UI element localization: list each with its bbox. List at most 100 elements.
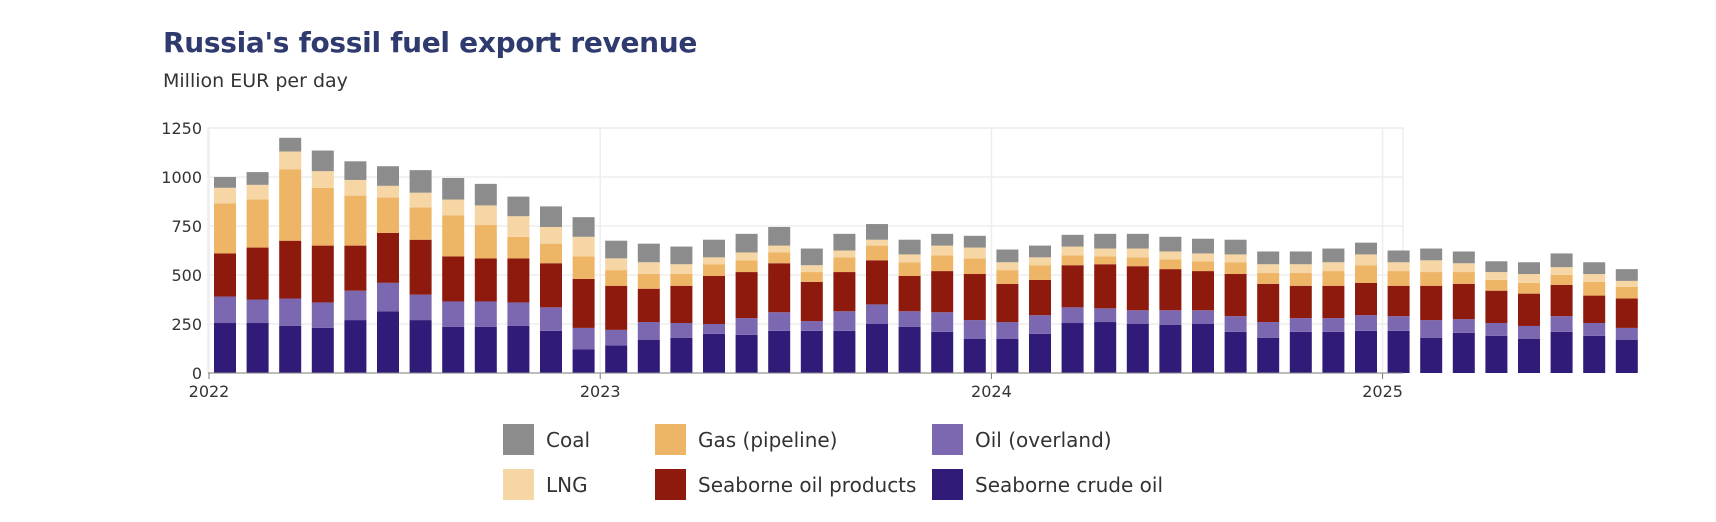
bar-segment-coal <box>377 166 399 186</box>
bar-segment-seaborne-crude-oil <box>1615 339 1638 373</box>
bar-segment-gas-pipeline- <box>1615 286 1638 299</box>
legend-label-gas-pipeline: Gas (pipeline) <box>698 427 838 452</box>
bar-segment-seaborne-oil-products <box>833 272 856 312</box>
bar-segment-oil-overland- <box>1485 323 1508 336</box>
bar-segment-oil-overland- <box>1094 308 1117 323</box>
bar-segment-coal <box>1094 233 1117 249</box>
bar-segment-oil-overland- <box>1224 316 1247 332</box>
bar-segment-seaborne-crude-oil <box>540 330 562 373</box>
bar-segment-coal <box>474 183 497 206</box>
bar-segment-gas-pipeline- <box>1289 273 1312 286</box>
bar-segment-coal <box>833 233 856 251</box>
bar-segment-seaborne-crude-oil <box>605 345 628 373</box>
bar-segment-seaborne-crude-oil <box>800 330 823 373</box>
bar-segment-seaborne-oil-products <box>474 258 497 302</box>
bar-segment-seaborne-crude-oil <box>344 320 367 373</box>
bar-segment-coal <box>1485 261 1508 273</box>
bar-segment-coal <box>1387 250 1410 263</box>
bar-segment-seaborne-oil-products <box>1518 293 1540 326</box>
bar-segment-gas-pipeline- <box>1322 271 1345 286</box>
bar-segment-seaborne-oil-products <box>1583 295 1606 324</box>
bar-segment-seaborne-oil-products <box>670 285 693 324</box>
legend-label-coal: Coal <box>546 427 591 452</box>
bar-segment-lng <box>1550 267 1573 275</box>
bar-segment-seaborne-crude-oil <box>898 326 921 373</box>
bar-segment-seaborne-crude-oil <box>1583 335 1606 373</box>
bar-segment-coal <box>605 240 628 259</box>
bar-segment-seaborne-oil-products <box>1126 266 1149 311</box>
bar-segment-lng <box>768 245 791 253</box>
bar-segment-lng <box>1094 248 1117 257</box>
bar-segment-seaborne-crude-oil <box>1550 331 1573 373</box>
bar-segment-seaborne-oil-products <box>866 260 888 305</box>
bar-segment-coal <box>735 233 758 253</box>
bar-segment-coal <box>800 248 823 266</box>
bar-segment-seaborne-crude-oil <box>1518 338 1540 373</box>
legend-swatch-seaborne-oil-products <box>655 469 686 500</box>
bar-segment-oil-overland- <box>898 311 921 327</box>
bar-segment-oil-overland- <box>507 302 530 326</box>
bar-segment-seaborne-crude-oil <box>507 325 530 373</box>
bar-segment-coal <box>931 233 954 246</box>
bar-segment-oil-overland- <box>833 311 856 331</box>
bar-segment-coal <box>996 249 1019 263</box>
legend-swatch-oil-overland <box>932 424 963 455</box>
bar-segment-coal <box>1159 236 1182 252</box>
legend-item-seaborne-oil-products: Seaborne oil products <box>655 469 932 500</box>
bar-segment-gas-pipeline- <box>1029 265 1051 280</box>
bar-segment-oil-overland- <box>1192 310 1214 324</box>
bar-segment-gas-pipeline- <box>377 197 399 233</box>
bar-segment-seaborne-oil-products <box>996 283 1019 323</box>
legend-label-oil-overland: Oil (overland) <box>975 427 1112 452</box>
legend-label-lng: LNG <box>546 472 588 497</box>
bar-segment-coal <box>1583 262 1606 275</box>
y-tick-label: 1250 <box>161 119 202 138</box>
bar-segment-lng <box>1159 251 1182 260</box>
bar-segment-lng <box>1355 254 1377 266</box>
bar-segment-lng <box>1029 257 1051 266</box>
bar-segment-seaborne-crude-oil <box>1420 337 1443 373</box>
bar-segment-gas-pipeline- <box>1420 272 1443 286</box>
bar-segment-gas-pipeline- <box>214 203 236 254</box>
bar-segment-seaborne-oil-products <box>377 232 399 283</box>
bar-segment-coal <box>572 217 595 237</box>
bar-segment-coal <box>1029 245 1051 258</box>
bars <box>214 137 1638 373</box>
bar-segment-seaborne-crude-oil <box>474 326 497 373</box>
bar-segment-coal <box>670 246 693 265</box>
bar-segment-lng <box>409 192 432 208</box>
bar-segment-lng <box>605 258 628 271</box>
bar-segment-oil-overland- <box>1355 315 1377 331</box>
y-tick-label: 500 <box>171 266 202 285</box>
bar-segment-oil-overland- <box>409 294 432 321</box>
bar-segment-coal <box>866 224 888 240</box>
bar-segment-coal <box>540 206 562 227</box>
bar-segment-lng <box>703 257 725 265</box>
bar-segment-gas-pipeline- <box>1094 256 1117 265</box>
bar-segment-seaborne-crude-oil <box>670 337 693 373</box>
bar-segment-gas-pipeline- <box>637 274 660 289</box>
bar-segment-gas-pipeline- <box>931 255 954 272</box>
bar-segment-coal <box>1615 269 1638 281</box>
bar-segment-seaborne-crude-oil <box>442 326 465 373</box>
bar-segment-gas-pipeline- <box>898 262 921 276</box>
bar-segment-coal <box>898 239 921 255</box>
bar-segment-coal <box>409 170 432 193</box>
bar-segment-gas-pipeline- <box>279 169 302 241</box>
bar-segment-seaborne-oil-products <box>1355 282 1377 316</box>
bar-segment-seaborne-oil-products <box>1192 271 1214 311</box>
bar-segment-seaborne-crude-oil <box>1387 330 1410 373</box>
bar-segment-seaborne-crude-oil <box>572 349 595 373</box>
bar-segment-gas-pipeline- <box>605 270 628 286</box>
bar-segment-seaborne-oil-products <box>800 281 823 322</box>
bar-segment-gas-pipeline- <box>996 270 1019 284</box>
bar-segment-seaborne-oil-products <box>246 247 269 300</box>
bar-segment-gas-pipeline- <box>1355 265 1377 283</box>
bar-segment-seaborne-crude-oil <box>311 327 334 373</box>
bar-segment-oil-overland- <box>1387 316 1410 331</box>
bar-segment-seaborne-oil-products <box>442 256 465 302</box>
bar-segment-oil-overland- <box>931 312 954 332</box>
bar-segment-gas-pipeline- <box>1126 257 1149 267</box>
bar-segment-lng <box>996 262 1019 271</box>
bar-segment-oil-overland- <box>311 302 334 328</box>
